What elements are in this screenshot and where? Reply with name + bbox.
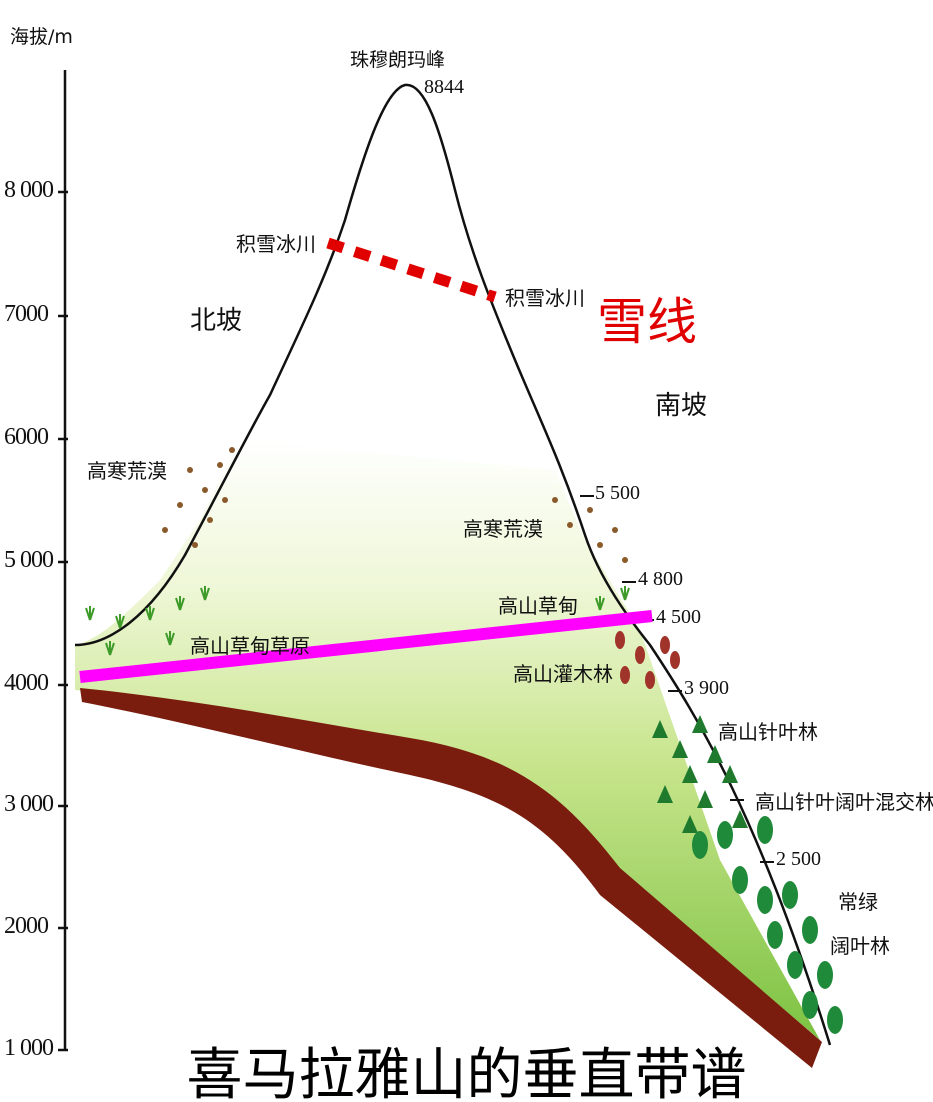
conifer-tree-icons: [652, 715, 748, 833]
broadleaf-tree-icons: [692, 816, 843, 1034]
y-tick-label: 2000: [4, 913, 49, 939]
vegetation-area: [75, 440, 820, 1040]
y-tick-label: 1 000: [4, 1035, 54, 1061]
soil-layer: [80, 688, 822, 1068]
shrub-icons: [615, 631, 680, 689]
y-axis-ticks: [58, 190, 68, 1052]
south-zone-desert: 高寒荒漠: [463, 517, 543, 541]
y-tick-label: 5 000: [4, 547, 54, 573]
y-axis-title: 海拔/m: [10, 26, 73, 48]
south-altitude-label: 5 500: [595, 482, 640, 504]
south-zone-conifer: 高山针叶林: [718, 720, 818, 744]
south-zone-meadow: 高山草甸: [498, 594, 578, 618]
south-altitude-label: 2 500: [776, 848, 821, 870]
snow-line-label: 雪线: [597, 293, 697, 351]
treeline-marker-line: [79, 610, 653, 683]
peak-name: 珠穆朗玛峰: [350, 49, 446, 71]
south-slope-label: 南坡: [655, 391, 708, 421]
south-zone-evergreen-line2: 阔叶林: [830, 934, 890, 958]
north-slope-label: 北坡: [190, 306, 243, 336]
south-zone-shrub: 高山灌木林: [513, 662, 613, 686]
north-zone-meadow: 高山草甸草原: [190, 634, 310, 658]
north-zone-glacier: 积雪冰川: [236, 232, 316, 256]
y-tick-label: 6000: [4, 424, 49, 450]
south-altitude-label: 4 500: [656, 606, 701, 628]
y-tick-label: 4000: [4, 670, 49, 696]
desert-shrub-icons: [162, 447, 628, 563]
grass-icons: [85, 586, 630, 656]
mountain-outline: [74, 83, 832, 1046]
diagram-title: 喜马拉雅山的垂直带谱: [186, 1043, 747, 1102]
south-altitude-label: 4 800: [638, 568, 683, 590]
south-altitude-label: 3 900: [684, 677, 729, 699]
south-zone-mixed: 高山针叶阔叶混交林: [755, 790, 933, 814]
north-zone-desert: 高寒荒漠: [87, 459, 167, 483]
snow-line: [326, 237, 497, 303]
peak-elevation: 8844: [424, 76, 464, 98]
y-tick-label: 8 000: [4, 177, 54, 203]
south-zone-evergreen-line1: 常绿: [838, 890, 878, 914]
y-tick-label: 3 000: [4, 791, 54, 817]
y-tick-label: 7000: [4, 301, 49, 327]
south-zone-glacier: 积雪冰川: [505, 286, 585, 310]
